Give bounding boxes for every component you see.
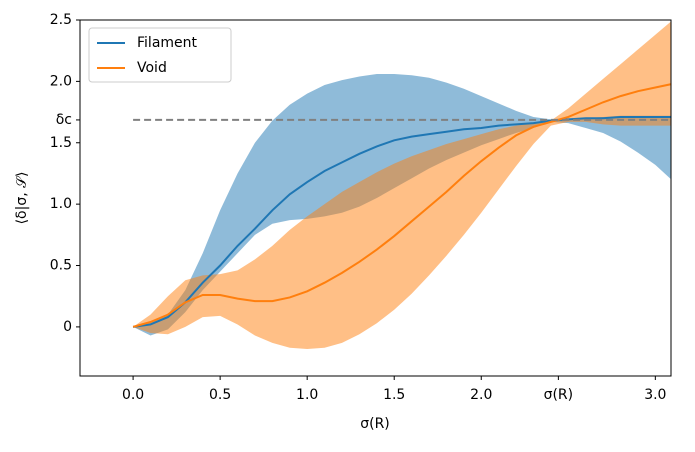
y-axis-label: ⟨δ|σ, 𝒮⟩ (14, 172, 30, 225)
x-tick-label: 3.0 (644, 387, 666, 403)
legend: Filament Void (88, 27, 232, 83)
y-tick-label: 2.0 (50, 73, 72, 89)
axes-frame (79, 19, 672, 377)
x-tick-label: 2.0 (470, 387, 492, 403)
y-tick-label: 1.0 (50, 196, 72, 212)
x-tick-label: 0.5 (209, 387, 231, 403)
legend-label: Filament (137, 35, 198, 51)
plot-area (132, 21, 671, 349)
y-tick-label: 0 (63, 319, 72, 335)
x-tick-label: 1.5 (383, 387, 405, 403)
line (132, 115, 671, 328)
x-tick-label: σ(R) (544, 387, 574, 403)
x-tick-label: 0.0 (122, 387, 144, 403)
y-tick-label: 0.5 (50, 258, 72, 274)
legend-label: Void (137, 60, 167, 76)
x-tick-label: 1.0 (296, 387, 318, 403)
y-tick-label: δc (56, 112, 72, 128)
band (133, 21, 671, 349)
line (132, 83, 671, 328)
band (133, 74, 671, 336)
y-tick-label: 2.5 (50, 12, 72, 28)
y-tick-label: 1.5 (50, 135, 72, 151)
x-axis-label: σ(R) (360, 416, 390, 432)
